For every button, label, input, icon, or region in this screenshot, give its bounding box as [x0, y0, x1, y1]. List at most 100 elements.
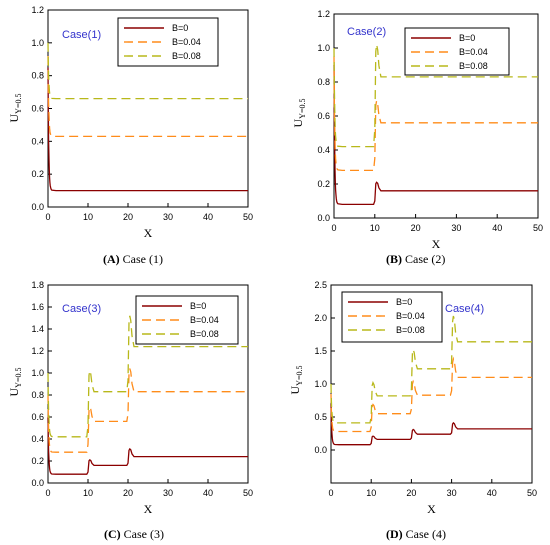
x-tick-label: 10 — [370, 223, 380, 233]
chart-panel-1: 0 10 20 30 40 50 0.0 0.2 0.4 0.6 0.8 1.0 1.2 X UY=0.5 C… — [7, 5, 253, 240]
caption-a: (A) Case (1) — [103, 252, 163, 267]
chart-panel-3: 0 10 20 30 40 50 0.0 0.2 0.4 0.6 0.8 1.0 1.2 1.4 1.6 1.… — [7, 280, 253, 516]
caption-d-letter: (D) — [386, 527, 403, 541]
plot-frame — [47, 284, 249, 484]
y-tick-label: 1.4 — [31, 324, 44, 334]
x-tick-label: 50 — [533, 223, 543, 233]
x-axis-label: X — [144, 226, 153, 240]
series-line-B-0 — [333, 64, 538, 206]
y-axis-label-main: U — [291, 118, 305, 127]
legend: B=0 B=0.04 B=0.08 — [404, 27, 510, 76]
y-tick-label: 0.8 — [31, 390, 44, 400]
x-tick-label: 50 — [243, 488, 253, 498]
x-tick-label: 20 — [123, 212, 133, 222]
x-tick-label: 0 — [45, 488, 50, 498]
legend-label: B=0 — [190, 301, 206, 311]
y-tick-label: 1.8 — [31, 280, 44, 290]
y-axis-label-sub: Y=0.5 — [298, 99, 307, 119]
legend-label: B=0.04 — [172, 37, 201, 47]
y-tick-label: 1.2 — [31, 346, 44, 356]
y-tick-label: 0.0 — [317, 213, 330, 223]
legend-label: B=0.04 — [190, 315, 219, 325]
x-tick-label: 10 — [83, 488, 93, 498]
legend-label: B=0.08 — [396, 325, 425, 335]
y-axis-label-main: U — [288, 385, 302, 394]
legend-label: B=0.08 — [190, 329, 219, 339]
y-tick-label: 1.0 — [31, 38, 44, 48]
legend: B=0 B=0.04 B=0.08 — [341, 291, 443, 343]
x-tick-label: 40 — [203, 212, 213, 222]
series-line-B-0-04 — [330, 356, 532, 433]
y-axis-label-main: U — [7, 113, 21, 122]
x-tick-label: 40 — [492, 223, 502, 233]
caption-b-text: Case (2) — [402, 252, 446, 266]
x-tick-label: 0 — [45, 212, 50, 222]
caption-c: (C) Case (3) — [104, 527, 164, 542]
legend-label: B=0.04 — [459, 47, 488, 57]
y-tick-label: 0.2 — [31, 169, 44, 179]
x-tick-label: 30 — [451, 223, 461, 233]
y-tick-label: 1.0 — [314, 379, 327, 389]
y-axis-label-sub: Y=0.5 — [14, 368, 23, 388]
case-label: Case(3) — [62, 303, 101, 315]
x-tick-label: 10 — [366, 488, 376, 498]
y-tick-label: 0.6 — [317, 111, 330, 121]
y-axis-label: UY=0.5 — [291, 99, 307, 128]
x-tick-label: 20 — [406, 488, 416, 498]
series-line-B-0-08 — [47, 315, 248, 438]
x-tick-label: 30 — [163, 212, 173, 222]
case-label: Case(4) — [445, 303, 484, 315]
y-tick-label: 0.0 — [31, 478, 44, 488]
y-tick-label: 0.0 — [314, 445, 327, 455]
x-axis-label: X — [144, 502, 153, 516]
series-line-B-0 — [47, 67, 248, 192]
y-tick-label: 0.4 — [31, 434, 44, 444]
y-axis-label-sub: Y=0.5 — [14, 94, 23, 114]
x-tick-label: 40 — [487, 488, 497, 498]
legend-label: B=0.04 — [396, 311, 425, 321]
legend-box — [117, 17, 219, 67]
y-tick-label: 2.5 — [314, 280, 327, 290]
y-tick-label: 0.4 — [317, 145, 330, 155]
y-tick-label: 0.8 — [317, 77, 330, 87]
series-line-B-0-08 — [330, 315, 532, 424]
x-tick-label: 0 — [331, 223, 336, 233]
y-tick-label: 1.6 — [31, 302, 44, 312]
x-axis-label: X — [432, 237, 441, 251]
series-line-B-0-04 — [47, 55, 248, 138]
y-tick-label: 0.2 — [317, 179, 330, 189]
caption-b: (B) Case (2) — [386, 252, 445, 267]
x-tick-label: 20 — [411, 223, 421, 233]
series-line-B-0-04 — [333, 56, 538, 172]
y-tick-label: 0.4 — [31, 136, 44, 146]
legend-label: B=0 — [172, 23, 188, 33]
x-axis-label: X — [427, 502, 436, 516]
series-line-B-0 — [330, 403, 532, 446]
legend-label: B=0.08 — [459, 61, 488, 71]
y-tick-label: 0.6 — [31, 104, 44, 114]
y-tick-label: 1.2 — [31, 5, 44, 15]
y-tick-label: 0.8 — [31, 71, 44, 81]
caption-a-text: Case (1) — [119, 252, 163, 266]
y-axis-label: UY=0.5 — [288, 366, 304, 395]
x-tick-label: 0 — [328, 488, 333, 498]
y-tick-label: 1.2 — [317, 9, 330, 19]
series-line-B-0-04 — [47, 368, 248, 453]
series-line-B-0-08 — [47, 42, 248, 100]
legend-box — [404, 27, 510, 76]
y-tick-label: 0.2 — [31, 456, 44, 466]
series-line-B-0 — [47, 416, 248, 475]
caption-b-letter: (B) — [386, 252, 402, 266]
caption-a-letter: (A) — [103, 252, 120, 266]
caption-d-text: Case (4) — [402, 527, 446, 541]
series-line-B-0-08 — [333, 44, 538, 148]
y-tick-label: 0.5 — [314, 412, 327, 422]
caption-d: (D) Case (4) — [386, 527, 446, 542]
chart-panel-2: 0 10 20 30 40 50 0.0 0.2 0.4 0.6 0.8 1.0 1.2 X UY=0.5 C… — [291, 9, 543, 251]
legend-label: B=0 — [396, 297, 412, 307]
caption-c-letter: (C) — [104, 527, 121, 541]
y-tick-label: 1.0 — [317, 43, 330, 53]
x-tick-label: 20 — [123, 488, 133, 498]
legend-box — [135, 295, 239, 345]
